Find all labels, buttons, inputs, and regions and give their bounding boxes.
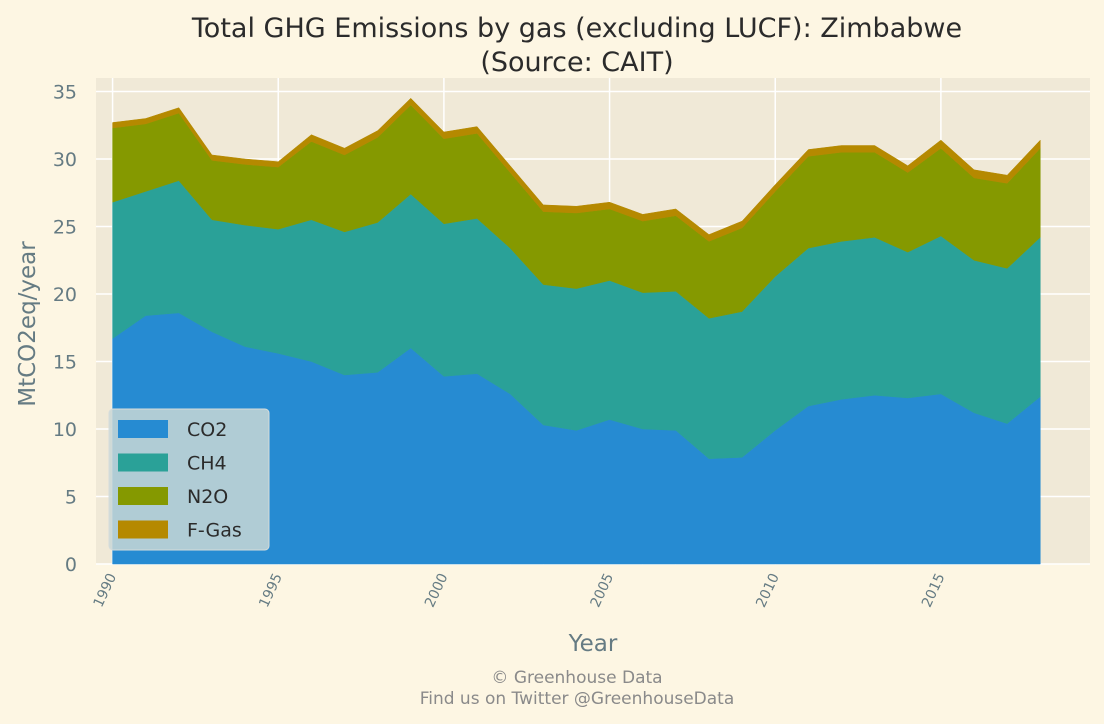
chart-title-line1: Total GHG Emissions by gas (excluding LU…: [191, 13, 962, 44]
y-tick-label: 35: [53, 82, 77, 104]
legend-swatch-n2o: [118, 487, 168, 505]
stacked-areas: [112, 97, 1041, 565]
legend-swatch-co2: [118, 420, 168, 438]
x-tick-label: 2015: [919, 571, 949, 610]
y-tick-label: 10: [53, 419, 77, 441]
x-axis-label: Year: [568, 631, 618, 657]
y-tick-label: 5: [65, 487, 77, 509]
legend-swatch-f-gas: [118, 520, 168, 539]
legend-label: CO2: [187, 419, 227, 441]
y-tick-label: 25: [53, 217, 77, 239]
chart-title-line2: (Source: CAIT): [480, 47, 673, 78]
legend: CO2 CH4 N2O F-Gas: [108, 408, 270, 551]
legend-label: CH4: [187, 453, 227, 475]
x-tick-label: 2010: [753, 571, 783, 610]
footer-twitter: Find us on Twitter @GreenhouseData: [420, 689, 735, 709]
y-tick-label: 20: [53, 284, 77, 306]
x-tick-label: 2000: [422, 571, 452, 610]
y-axis-label: MtCO2eq/year: [15, 241, 41, 407]
y-tick-label: 30: [53, 149, 77, 171]
x-tick-label: 1995: [256, 571, 286, 610]
y-tick-label: 15: [53, 352, 77, 374]
footer-copyright: © Greenhouse Data: [491, 668, 662, 688]
legend-label: F-Gas: [187, 520, 242, 542]
legend-swatch-ch4: [118, 453, 168, 472]
x-axis-ticks: 1990 1995 2000 2005 2010 2015: [91, 571, 949, 610]
x-tick-label: 1990: [91, 571, 121, 610]
legend-label: N2O: [187, 486, 228, 508]
y-tick-label: 0: [65, 554, 77, 576]
legend-box: [108, 408, 270, 551]
area-series-f-gas: [112, 97, 1041, 242]
y-axis-ticks: 0 5 10 15 20 25 30 35: [53, 82, 77, 577]
x-tick-label: 2005: [588, 571, 618, 610]
